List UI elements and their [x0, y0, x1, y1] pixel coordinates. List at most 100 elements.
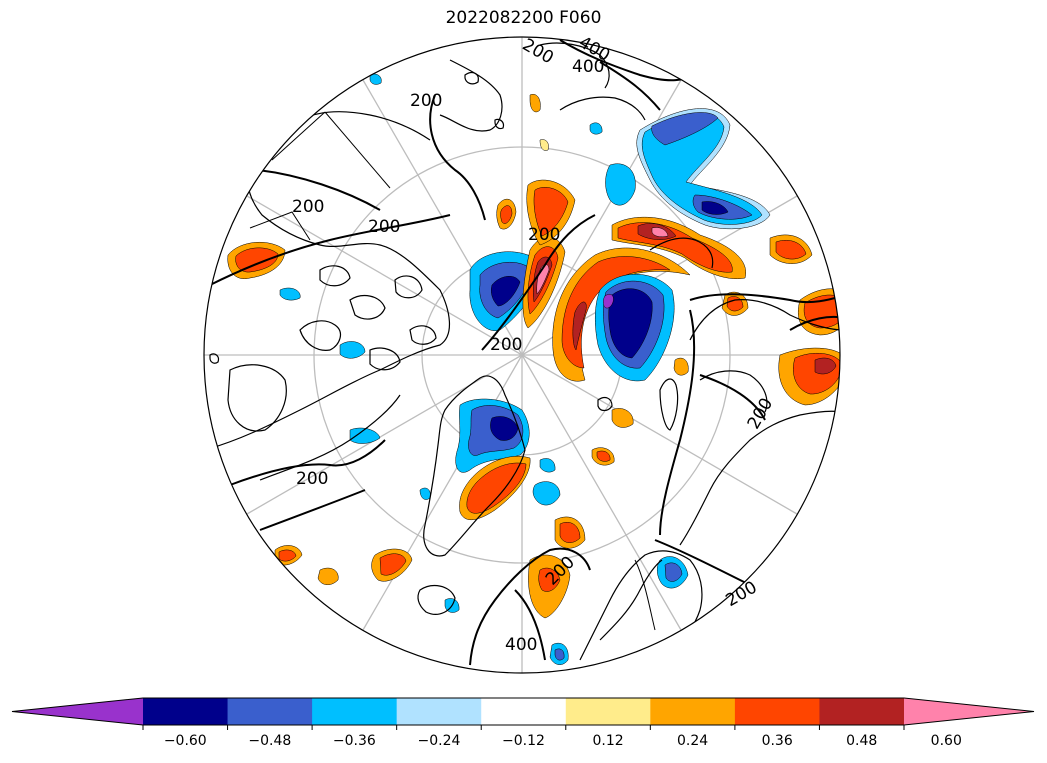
coastline-europe-asia: [679, 410, 840, 546]
colorbar-tick-label: 0.48: [846, 733, 878, 749]
anomaly-positive-region: [466, 462, 527, 514]
colorbar-tick-label: 0.12: [592, 733, 624, 749]
anomaly-negative-region: [589, 122, 603, 135]
polar-map: 200 200 200 200 200 200 200 200 200 200 …: [203, 32, 841, 674]
anomaly-positive-region: [278, 549, 297, 562]
coastline-chukotka: [539, 42, 610, 89]
coastline-alaska: [464, 72, 479, 85]
height-contour-line: [599, 61, 661, 111]
border-line: [634, 559, 656, 631]
anomaly-negative-region: [664, 562, 683, 582]
anomaly-positive-region: [611, 408, 634, 428]
coastline-north-america: [204, 169, 451, 451]
colorbar-tick-label: 0.60: [930, 733, 962, 749]
coastline-svalbard: [597, 396, 613, 412]
coastline-misc-island: [494, 118, 505, 130]
coastline-scandinavia: [599, 559, 663, 641]
colorbar-tick-label: −0.12: [502, 733, 545, 749]
colorbar-segment: [143, 698, 229, 725]
height-contour-line: [689, 293, 840, 304]
contour-label: 400: [505, 635, 537, 655]
coastline-scandinavia: [579, 550, 703, 661]
colorbar-segment: [396, 698, 482, 725]
colorbar-segment: [819, 698, 905, 725]
meridian-line: [521, 354, 798, 515]
coastline-alaska: [439, 59, 503, 132]
coastline-north-america: [259, 394, 401, 481]
anomaly-positive-region: [235, 247, 279, 273]
contour-label: 200: [528, 225, 560, 245]
contour-label: 200: [292, 197, 324, 217]
anomaly-negative-region: [279, 287, 301, 301]
anomaly-positive-region: [500, 205, 513, 224]
meridian-line: [246, 354, 523, 515]
coastline-siberia: [699, 370, 768, 413]
coastline-canadian-archipelago: [319, 265, 351, 287]
meridian-line: [246, 195, 523, 356]
colorbar-segment: [650, 698, 736, 725]
height-contour-line: [209, 214, 451, 286]
anomaly-negative-region: [369, 73, 382, 85]
anomaly-positive-region: [596, 450, 611, 462]
colorbar-extend-low: [12, 698, 143, 725]
anomaly-negative-region: [539, 458, 556, 473]
coastline-greenland: [423, 375, 526, 557]
coastline-canadian-archipelago: [409, 325, 437, 345]
contour-label: 200: [296, 469, 328, 489]
colorbar: [11, 697, 1035, 730]
contour-label: 200: [410, 91, 442, 111]
coastline-novaya-zemlya: [659, 378, 679, 431]
coastline-canadian-archipelago: [369, 347, 401, 371]
colorbar-extend-high: [904, 698, 1034, 725]
page-title: 2022082200 F060: [445, 8, 602, 28]
anomaly-positive-region: [775, 239, 807, 260]
anomaly-positive-region: [572, 301, 587, 351]
coastline-canadian-archipelago: [349, 294, 386, 320]
anomaly-negative-region: [490, 416, 519, 441]
coastline-alaska: [299, 111, 431, 141]
anomaly-positive-region: [379, 553, 407, 576]
contour-label: 200: [490, 335, 522, 355]
colorbar-segment: [227, 698, 313, 725]
coastlines: [204, 42, 840, 661]
anomaly-positive-region: [559, 522, 581, 543]
height-contour-line: [789, 315, 840, 331]
colorbar-segment: [734, 698, 820, 725]
colorbar-tick-label: −0.24: [417, 733, 461, 749]
height-contour-line: [514, 589, 546, 661]
anomaly-negative-region: [532, 481, 561, 506]
height-contour-line: [469, 547, 591, 666]
coastline-hudson-bay: [227, 364, 287, 432]
anomaly-positive-region: [538, 567, 561, 592]
border-line: [249, 211, 311, 241]
anomaly-positive-region: [561, 256, 671, 369]
map-boundary: [203, 36, 841, 674]
colorbar-segment: [481, 698, 567, 725]
colorbar-segment: [312, 698, 398, 725]
height-contour-line: [699, 374, 766, 421]
height-contour-line: [481, 214, 596, 351]
height-contour-line: [429, 94, 486, 221]
anomaly-positive-region: [814, 357, 837, 375]
anomaly-negative-region: [605, 163, 636, 206]
anomaly-negative-region: [603, 294, 614, 309]
anomaly-negative-region: [349, 427, 381, 444]
coastline-misc-island: [209, 353, 220, 364]
colorbar-tick-label: −0.48: [248, 733, 292, 749]
anomaly-positive-region: [533, 187, 569, 237]
colorbar-tick-label: 0.36: [761, 733, 793, 749]
anomaly-negative-region: [339, 341, 366, 359]
height-contour-line: [229, 439, 386, 486]
height-contour-line: [257, 169, 381, 211]
anomaly-positive-region: [651, 227, 669, 238]
anomaly-positive-region: [673, 357, 689, 376]
anomaly-negative-region: [491, 276, 521, 307]
anomaly-positive-region: [539, 139, 549, 151]
anomaly-fields: [227, 73, 840, 665]
colorbar-tick-label: 0.24: [677, 733, 709, 749]
coastline-canadian-archipelago: [394, 275, 423, 299]
height-contour-line: [259, 489, 366, 531]
coastline-siberia: [689, 299, 840, 341]
colorbar-tick-label: −0.36: [332, 733, 376, 749]
